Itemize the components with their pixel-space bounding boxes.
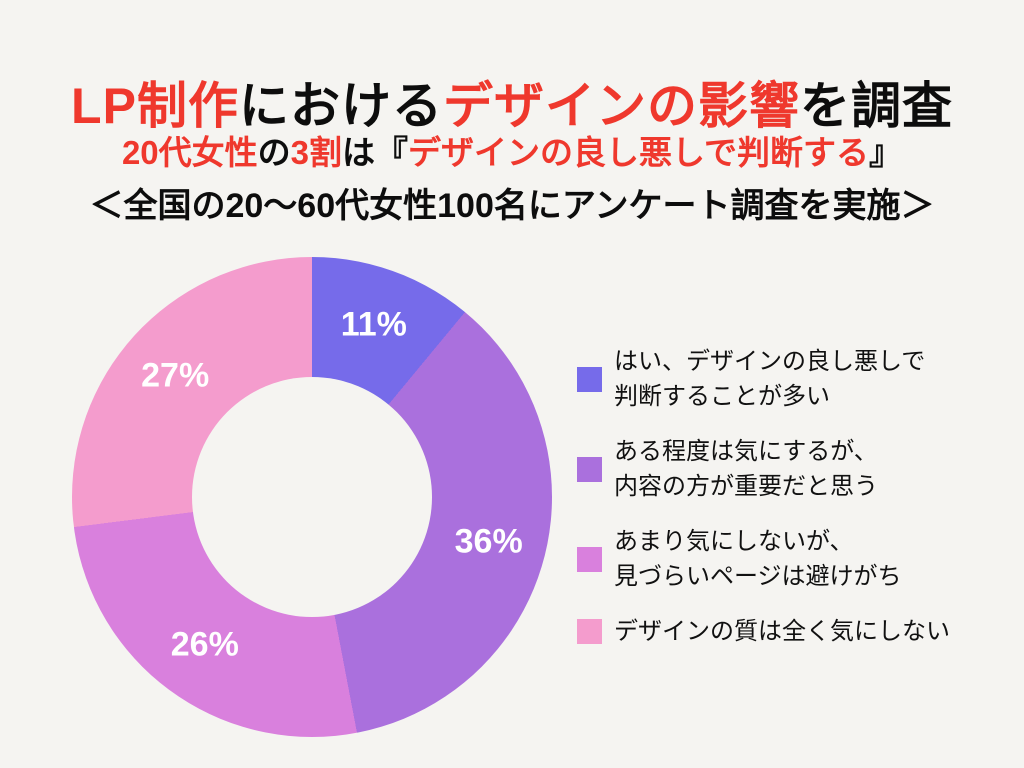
title-part: における xyxy=(238,77,443,134)
slice-label: 11% xyxy=(340,305,407,344)
headline-part: 20代女性 xyxy=(121,134,258,171)
legend-item: あまり気にしないが、 見づらいページは避けがち xyxy=(577,524,950,594)
legend-swatch xyxy=(577,546,602,572)
legend-label: デザインの質は全く気にしない xyxy=(614,618,950,645)
legend-swatch xyxy=(577,456,602,482)
title-part: デザインの影響 xyxy=(442,77,800,134)
headline-part: 3割 xyxy=(290,134,343,171)
legend-label: はい、デザインの良し悪しで 判断することが多い xyxy=(614,348,926,410)
title-part: LP制作 xyxy=(71,77,239,134)
slice-label: 26% xyxy=(170,625,239,664)
chart-legend: はい、デザインの良し悪しで 判断することが多い ある程度は気にするが、 内容の方… xyxy=(577,344,950,649)
legend-label: ある程度は気にするが、 内容の方が重要だと思う xyxy=(614,438,878,500)
page-title: LP制作におけるデザインの影響を調査 xyxy=(0,66,1024,138)
legend-item: はい、デザインの良し悪しで 判断することが多い xyxy=(577,344,950,414)
headline-part: は『 xyxy=(342,134,409,171)
slice-label: 27% xyxy=(141,356,210,395)
slice-label: 36% xyxy=(454,522,523,561)
title-part: を調査 xyxy=(799,77,953,134)
headline-part: デザインの良し悪しで判断する xyxy=(408,134,870,171)
legend-label: あまり気にしないが、 見づらいページは避けがち xyxy=(614,528,902,590)
headline: 20代女性の3割は『デザインの良し悪しで判断する』 xyxy=(0,126,1024,174)
donut-chart: 11% 36% 26% 27% xyxy=(72,257,552,737)
legend-swatch xyxy=(577,619,602,644)
headline-part: 』 xyxy=(869,134,903,171)
headline-part: の xyxy=(257,134,291,171)
legend-item: デザインの質は全く気にしない xyxy=(577,614,950,649)
legend-swatch xyxy=(577,366,602,392)
legend-item: ある程度は気にするが、 内容の方が重要だと思う xyxy=(577,434,950,504)
survey-note: ＜全国の20〜60代女性100名にアンケート調査を実施＞ xyxy=(89,187,935,225)
